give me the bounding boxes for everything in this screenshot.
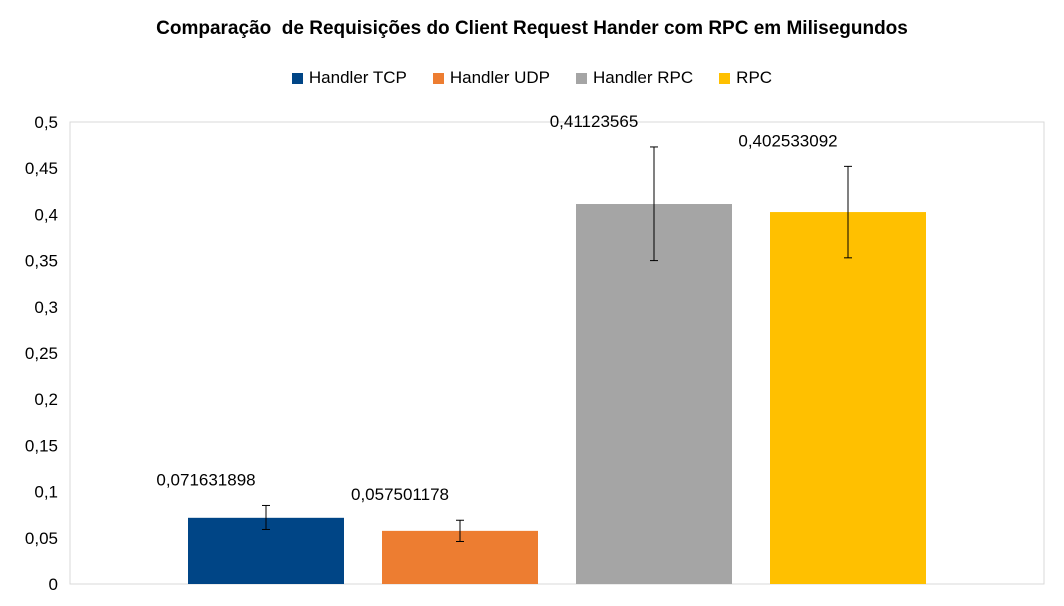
legend-swatch-handler-tcp [291,72,303,84]
bar [770,212,926,584]
y-tick-label: 0,3 [34,298,58,317]
y-tick-label: 0,35 [25,252,58,271]
y-tick-label: 0 [49,575,58,594]
data-label: 0,402533092 [738,131,837,150]
y-tick-label: 0,45 [25,159,58,178]
legend-label-rpc: RPC [736,68,773,87]
y-tick-label: 0,5 [34,113,58,132]
y-tick-label: 0,05 [25,529,58,548]
chart-title: Comparação de Requisições do Client Requ… [156,18,908,39]
legend-swatch-handler-rpc [576,72,588,84]
legend-swatch-handler-udp [432,72,444,84]
y-tick-label: 0,1 [34,483,58,502]
legend: Handler TCP Handler UDP Handler RPC RPC [0,68,1064,88]
bar [576,204,732,585]
legend-label-handler-rpc: Handler RPC [593,68,694,87]
legend-label-handler-tcp: Handler TCP [308,68,407,87]
legend-item-handler-tcp: Handler TCP [291,68,407,88]
legend-label-handler-udp: Handler UDP [449,68,551,87]
data-label: 0,057501178 [351,485,449,504]
legend-item-rpc: RPC [719,68,772,88]
legend-item-handler-udp: Handler UDP [432,68,551,88]
y-tick-label: 0,25 [25,344,58,363]
y-tick-label: 0,4 [34,205,58,224]
legend-item-handler-rpc: Handler RPC [576,68,693,88]
legend-swatch-rpc [719,72,731,84]
y-tick-label: 0,15 [25,436,58,455]
plot-frame [69,121,1045,585]
data-label: 0,41123565 [550,112,639,131]
y-tick-label: 0,2 [34,390,58,409]
data-label: 0,071631898 [156,470,255,489]
